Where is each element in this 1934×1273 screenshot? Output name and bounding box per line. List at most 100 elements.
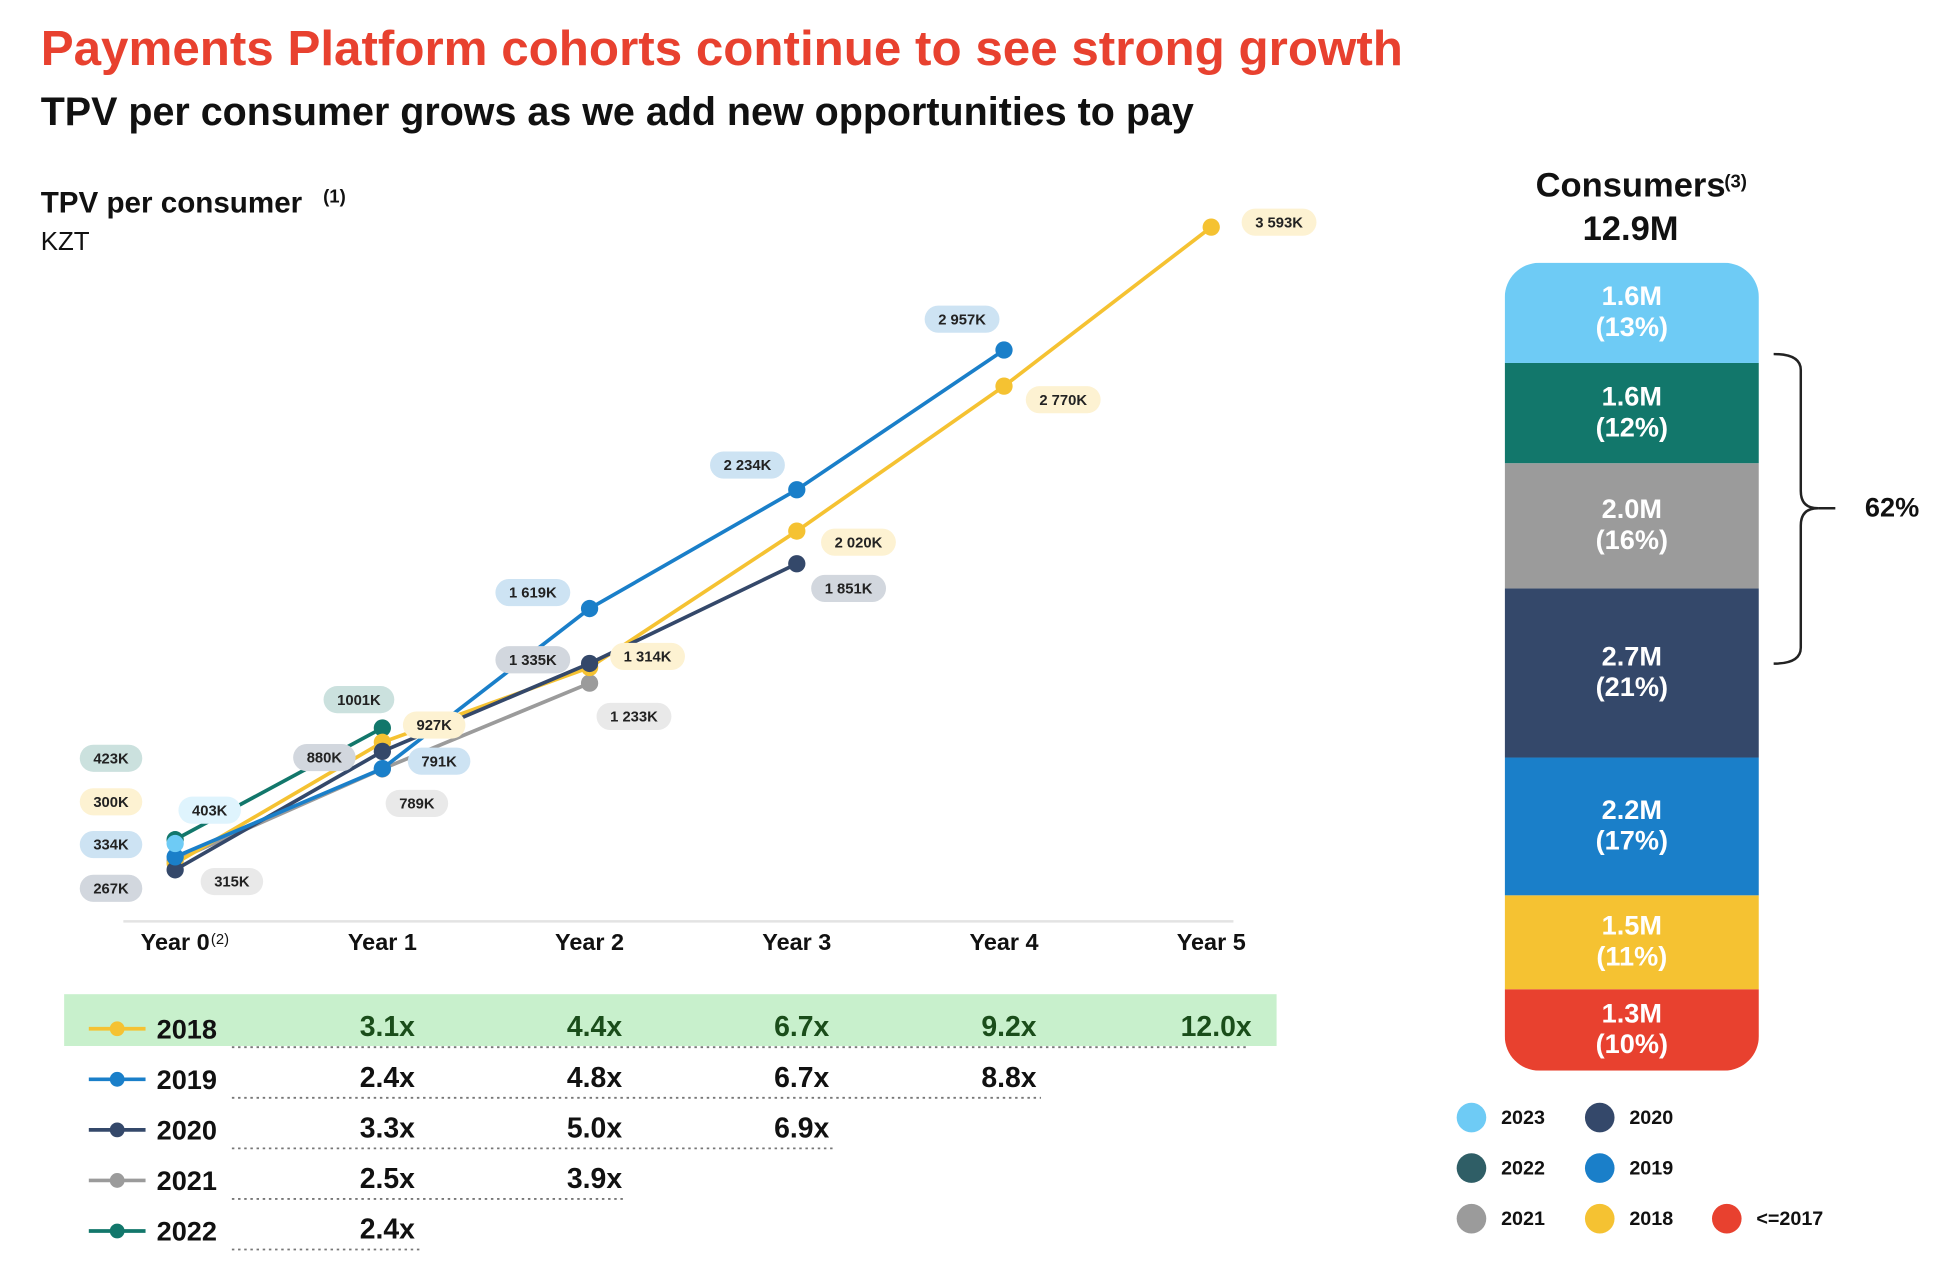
multiple: 3.1x [360,1011,415,1043]
row-label: 2020 [157,1115,217,1146]
multiple: 3.3x [360,1112,415,1144]
label-bubble [200,867,264,896]
multiple: 8.8x [981,1062,1036,1094]
bracket [1773,352,1819,665]
data-label: 927K [416,718,452,734]
row-label: 2019 [157,1064,217,1095]
data-label: 315K [214,875,250,891]
label-bubble [79,744,143,772]
legend-dot [109,1173,125,1188]
label-bubble [821,528,896,556]
data-label: 2 020K [835,535,883,551]
legend-dot [1584,1153,1615,1183]
data-label: 3 593K [1255,215,1303,231]
legend-label: 2022 [1501,1158,1545,1180]
label-bubble [495,578,571,607]
legend-label: <=2017 [1756,1208,1823,1230]
segment-share: (21%) [1596,671,1668,702]
label-bubble [79,830,143,859]
data-point [580,599,599,618]
label-bubble [1025,386,1101,414]
data-point [995,377,1013,395]
x-tick-label: Year 2 [555,929,624,955]
bar-segment [1504,362,1759,464]
segment-share: (12%) [1596,411,1668,442]
chart-title: TPV per consumer [41,187,303,220]
multiple: 2.5x [360,1163,415,1195]
bar-segment [1504,463,1759,589]
x-tick-note: (2) [211,932,229,948]
multiple: 2.4x [360,1213,415,1245]
x-tick-label: Year 4 [969,929,1038,955]
data-point [373,742,391,761]
slide-subtitle: TPV per consumer grows as we add new opp… [41,90,1194,134]
data-point [166,861,184,879]
data-point [788,555,806,573]
data-label: 2 234K [724,458,772,474]
slide-title: Payments Platform cohorts continue to se… [41,21,1403,76]
multiple: 2.4x [360,1062,415,1094]
bar-segment [1504,895,1759,990]
legend-dot [1584,1102,1615,1133]
data-label: 1 619K [509,586,557,602]
label-bubble [293,743,356,772]
bar-segment [1504,757,1759,896]
data-label: 789K [399,797,435,813]
label-bubble [495,646,571,674]
data-label: 1 314K [624,650,672,666]
legend-label: 2020 [1629,1107,1673,1129]
multiple: 12.0x [1181,1011,1252,1043]
legend-dot [1456,1203,1487,1234]
bar-segment [1504,588,1759,758]
label-bubble [596,702,672,731]
data-label: 334K [93,838,129,854]
multiple: 3.9x [567,1163,622,1195]
data-point [788,522,806,540]
multiple: 6.7x [774,1011,829,1043]
data-label: 423K [93,751,129,767]
multiple: 4.4x [567,1011,622,1043]
data-label: 267K [93,881,129,897]
segment-value: 2.0M [1602,493,1662,524]
label-bubble [79,788,143,816]
bar-segment [1504,262,1759,363]
data-label: 2 957K [938,312,986,328]
label-bubble [79,874,143,902]
label-bubble [178,796,241,824]
chart-title-note: (1) [323,185,346,206]
data-point [788,481,806,499]
multiple: 6.7x [774,1062,829,1094]
label-bubble [385,789,449,818]
data-label: 791K [421,754,457,770]
label-bubble [323,686,395,714]
segment-value: 1.5M [1602,910,1662,941]
legend-dot [109,1071,125,1087]
label-bubble [610,642,685,670]
data-label: 880K [307,751,343,767]
data-point [580,654,599,673]
segment-share: (16%) [1596,524,1668,555]
row-highlight [64,994,1277,1046]
legend-dot [1456,1153,1487,1183]
label-bubble [402,711,466,739]
segment-share: (17%) [1596,825,1668,856]
row-label: 2021 [157,1165,217,1196]
segment-value: 2.7M [1602,640,1662,671]
bar-title-note: (3) [1724,170,1747,191]
multiple: 5.0x [567,1112,622,1144]
multiple: 4.8x [567,1062,622,1094]
data-label: 2 770K [1039,393,1087,409]
bar-total: 12.9M [1583,210,1679,248]
bar-segment [1504,989,1759,1071]
data-label: 1 851K [825,582,873,598]
data-label: 403K [192,803,228,819]
multiple: 9.2x [981,1011,1036,1043]
x-tick-label: Year 5 [1177,929,1246,955]
label-bubble [407,747,471,775]
data-label: 300K [93,795,129,811]
segment-value: 1.6M [1602,380,1662,411]
row-label: 2018 [157,1013,217,1044]
data-point [1202,218,1220,236]
segment-value: 2.2M [1602,794,1662,825]
